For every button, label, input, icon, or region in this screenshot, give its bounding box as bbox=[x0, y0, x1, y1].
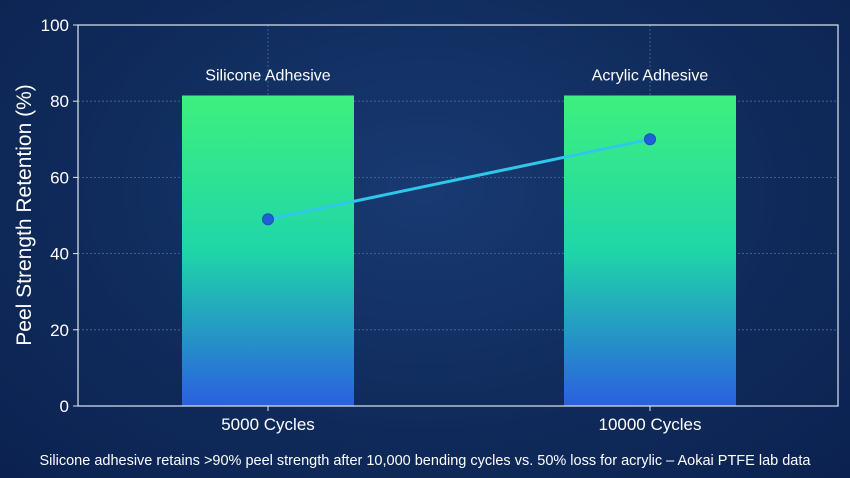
bar bbox=[564, 95, 736, 407]
y-axis-title: Peel Strength Retention (%) bbox=[13, 84, 36, 345]
bar-label: Silicone Adhesive bbox=[205, 67, 331, 84]
x-tick-label: 5000 Cycles bbox=[221, 415, 315, 434]
plot-border bbox=[77, 24, 839, 407]
series-line bbox=[267, 137, 651, 221]
y-tick-label: 20 bbox=[50, 321, 69, 340]
data-point bbox=[644, 133, 656, 146]
bar bbox=[182, 95, 354, 407]
y-tick-label: 0 bbox=[60, 397, 69, 416]
data-point bbox=[262, 213, 274, 226]
bars bbox=[182, 95, 736, 407]
y-tick-label: 80 bbox=[50, 92, 69, 111]
chart-caption: Silicone adhesive retains >90% peel stre… bbox=[40, 453, 812, 469]
bar-labels: Silicone Adhesive Acrylic Adhesive bbox=[205, 67, 708, 84]
line-series bbox=[262, 133, 656, 226]
y-tick-label: 60 bbox=[50, 168, 69, 187]
x-axis-ticks: 5000 Cycles 10000 Cycles bbox=[221, 406, 702, 434]
y-tick-label: 100 bbox=[41, 16, 69, 35]
x-tick-label: 10000 Cycles bbox=[598, 415, 701, 434]
y-tick-label: 40 bbox=[50, 245, 69, 264]
bar-label: Acrylic Adhesive bbox=[592, 67, 709, 84]
y-axis-ticks: 0 20 40 60 80 100 bbox=[41, 16, 78, 416]
